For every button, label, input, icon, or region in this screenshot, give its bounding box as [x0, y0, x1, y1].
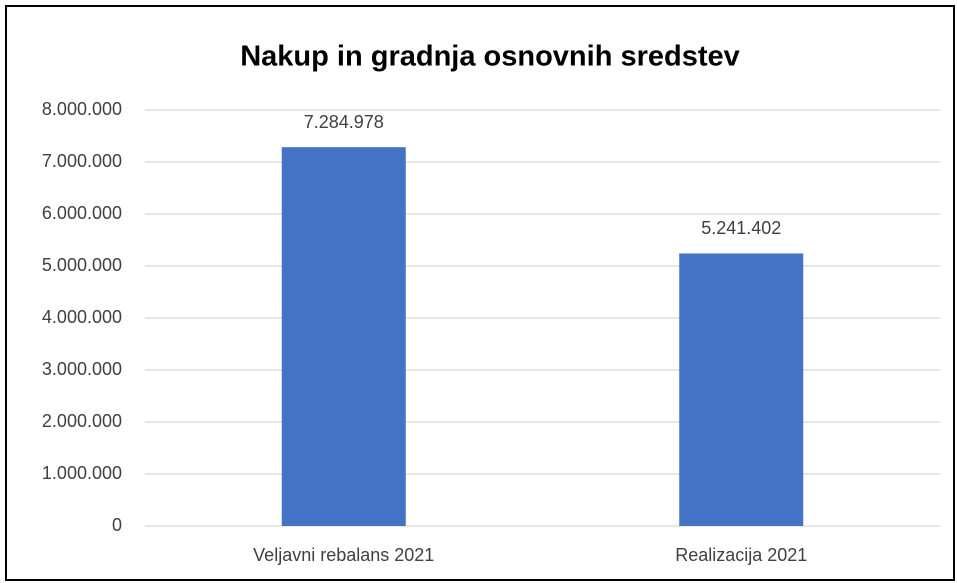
y-tick-label: 4.000.000 [42, 307, 122, 327]
chart-title: Nakup in gradnja osnovnih sredstev [240, 41, 740, 73]
y-tick-label: 5.000.000 [42, 255, 122, 275]
bar [679, 253, 804, 527]
y-tick-label: 7.000.000 [42, 151, 122, 171]
x-tick-label: Realizacija 2021 [675, 545, 807, 565]
chart-border [5, 5, 955, 581]
y-tick-label: 0 [112, 515, 122, 535]
data-label: 7.284.978 [304, 112, 384, 132]
y-tick-label: 8.000.000 [42, 99, 122, 119]
y-tick-label: 2.000.000 [42, 411, 122, 431]
bar [281, 147, 406, 526]
y-tick-label: 1.000.000 [42, 463, 122, 483]
x-tick-label: Veljavni rebalans 2021 [253, 545, 434, 565]
data-label: 5.241.402 [701, 218, 781, 238]
y-tick-label: 3.000.000 [42, 359, 122, 379]
y-tick-label: 6.000.000 [42, 203, 122, 223]
